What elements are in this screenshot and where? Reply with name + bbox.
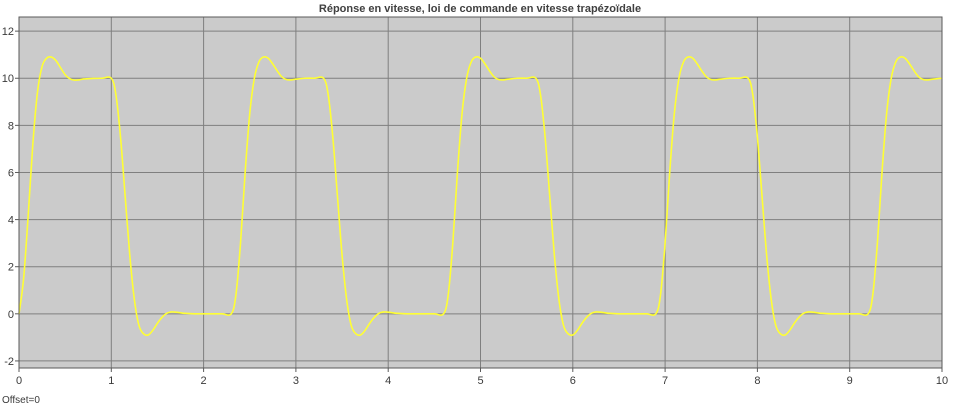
offset-label: Offset=0: [2, 395, 40, 406]
x-axis: 0 1 2 3 4 5 6 7 8 9 10: [16, 368, 948, 387]
series-layer: [18, 56, 943, 337]
chart-title: Réponse en vitesse, loi de commande en v…: [319, 3, 641, 15]
x-tick-label: 0: [16, 375, 22, 387]
x-tick-label: 8: [754, 375, 760, 387]
plot-frame: [18, 16, 943, 369]
y-tick-label: 2: [8, 262, 14, 274]
x-tick-label: 4: [385, 375, 391, 387]
y-tick-label: 4: [8, 215, 14, 227]
y-tick-label: 6: [8, 167, 14, 179]
y-axis: -2 0 2 4 6 8 10 12: [2, 26, 19, 368]
x-tick-label: 1: [108, 375, 114, 387]
grid-lines: [19, 17, 942, 368]
x-tick-label: 7: [662, 375, 668, 387]
y-tick-label: 0: [8, 309, 14, 321]
x-tick-label: 10: [936, 375, 948, 387]
x-tick-label: 2: [201, 375, 207, 387]
y-tick-label: 10: [2, 73, 14, 85]
x-tick-label: 5: [477, 375, 483, 387]
x-tick-label: 6: [570, 375, 576, 387]
x-tick-label: 3: [293, 375, 299, 387]
series-line-1: [18, 56, 943, 337]
x-tick-label: 9: [847, 375, 853, 387]
y-tick-label: 12: [2, 26, 14, 38]
y-tick-label: 8: [8, 120, 14, 132]
y-tick-label: -2: [4, 356, 14, 368]
